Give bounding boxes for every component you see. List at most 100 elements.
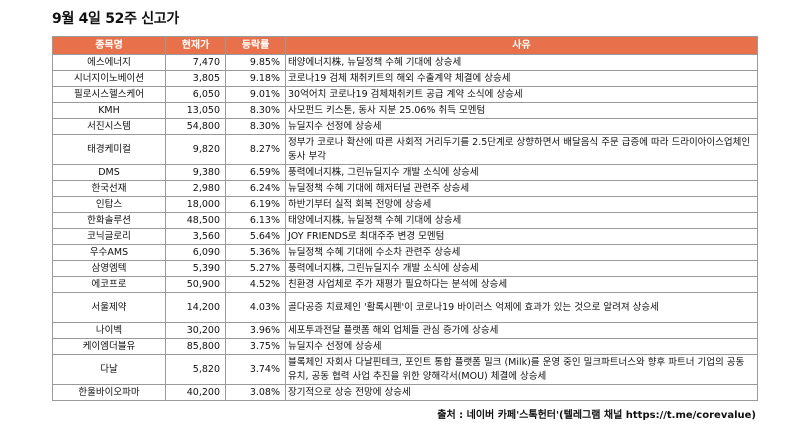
change-rate-cell: 4.52% (225, 276, 286, 293)
price-cell: 7,470 (165, 54, 226, 71)
price-cell: 2,980 (165, 180, 226, 197)
reason-cell: 친환경 사업체로 주가 재평가 필요하다는 분석에 상승세 (285, 276, 758, 293)
reason-cell: 뉴딜정책 수혜 기대에 수소차 관련주 상승세 (285, 244, 758, 261)
reason-cell: 뉴딜지수 선정에 상승세 (285, 118, 758, 135)
price-cell: 48,500 (165, 212, 226, 229)
reason-cell: 뉴딜정책 수혜 기대에 해저터널 관련주 상승세 (285, 180, 758, 197)
reason-cell: 세포투과전달 플랫폼 해외 업체들 관심 증가에 상승세 (285, 322, 758, 339)
reason-cell: 코로나19 검체 채취키트의 해외 수출계약 체결에 상승세 (285, 70, 758, 87)
change-rate-cell: 6.13% (225, 212, 286, 229)
change-rate-cell: 5.27% (225, 260, 286, 277)
stock-name-cell: 우수AMS (52, 244, 166, 261)
stock-name-cell: 필로시스헬스케어 (52, 86, 166, 103)
stock-name-cell: 한울바이오파마 (52, 384, 166, 401)
table-row: 인탑스 18,000 6.19% 하반기부터 실적 회복 전망에 상승세 (52, 196, 758, 213)
page-title: 9월 4일 52주 신고가 (52, 11, 179, 27)
table-row: 삼영엠텍 5,390 5.27% 풍력에너지株, 그린뉴딜지수 개발 소식에 상승세 (52, 260, 758, 277)
reason-cell: 하반기부터 실적 회복 전망에 상승세 (285, 196, 758, 213)
price-cell: 54,800 (165, 118, 226, 135)
price-cell: 3,560 (165, 228, 226, 245)
reason-cell: 장기적으로 상승 전망에 상승세 (285, 384, 758, 401)
change-rate-cell: 6.24% (225, 180, 286, 197)
price-cell: 5,820 (165, 354, 226, 385)
change-rate-cell: 9.01% (225, 86, 286, 103)
change-rate-cell: 3.74% (225, 354, 286, 385)
price-cell: 30,200 (165, 322, 226, 339)
table-row: KMH 13,050 8.30% 사모펀드 키스톤, 동사 지분 25.06% 취득 … (52, 102, 758, 119)
table-row: 서진시스템 54,800 8.30% 뉴딜지수 선정에 상승세 (52, 118, 758, 135)
reason-cell: 풍력에너지株, 그린뉴딜지수 개발 소식에 상승세 (285, 260, 758, 277)
column-header-reason: 사유 (285, 36, 758, 55)
stock-name-cell: 삼영엠텍 (52, 260, 166, 277)
change-rate-cell: 3.96% (225, 322, 286, 339)
stock-name-cell: 코닉글로리 (52, 228, 166, 245)
price-cell: 40,200 (165, 384, 226, 401)
price-cell: 13,050 (165, 102, 226, 119)
change-rate-cell: 6.59% (225, 164, 286, 181)
table-row: 다날 5,820 3.74% 블록체인 자회사 다날핀테크, 포인트 통합 플랫폼 밀… (52, 354, 758, 385)
price-cell: 6,090 (165, 244, 226, 261)
price-cell: 18,000 (165, 196, 226, 213)
stock-name-cell: 인탑스 (52, 196, 166, 213)
table-row: 태경케미컬 9,820 8.27% 정부가 코로나 확산에 따른 사회적 거리두기를 … (52, 134, 758, 165)
table-row: 한화솔루션 48,500 6.13% 태양에너지株, 뉴딜정책 수혜 기대에 상승세 (52, 212, 758, 229)
reason-cell: 정부가 코로나 확산에 따른 사회적 거리두기를 2.5단계로 상향하면서 배달… (285, 134, 758, 165)
reason-cell: 풍력에너지株, 그린뉴딜지수 개발 소식에 상승세 (285, 164, 758, 181)
table-header: 종목명 현재가 등락률 사유 (52, 36, 758, 55)
table-row: 코닉글로리 3,560 5.64% JOY FRIENDS로 최대주주 변경 모멘텀 (52, 228, 758, 245)
table-row: 케이엠더블유 85,800 3.75% 뉴딜지수 선정에 상승세 (52, 338, 758, 355)
table-row: 시너지이노베이션 3,805 9.18% 코로나19 검체 채취키트의 해외 수출계약… (52, 70, 758, 87)
table-row: 서울제약 14,200 4.03% 골다공증 치료제인 '활록시펜'이 코로나19 바… (52, 292, 758, 323)
stock-table: 종목명 현재가 등락률 사유 에스에너지 7,470 9.85% 태양에너지株, 뉴딜… (52, 36, 758, 401)
column-header-change: 등락률 (225, 36, 286, 55)
stock-name-cell: DMS (52, 164, 166, 181)
source-note: 출처 : 네이버 카페'스톡헌터'(텔레그램 채널 https://t.me/c… (437, 410, 756, 421)
table-row: 필로시스헬스케어 6,050 9.01% 30억어치 코로나19 검체채취키트 공급 … (52, 86, 758, 103)
stock-name-cell: 다날 (52, 354, 166, 385)
column-header-name: 종목명 (52, 36, 166, 55)
reason-cell: 뉴딜지수 선정에 상승세 (285, 338, 758, 355)
table-row: DMS 9,380 6.59% 풍력에너지株, 그린뉴딜지수 개발 소식에 상승세 (52, 164, 758, 181)
table-row: 에코프로 50,900 4.52% 친환경 사업체로 주가 재평가 필요하다는 분석에… (52, 276, 758, 293)
stock-name-cell: 한화솔루션 (52, 212, 166, 229)
price-cell: 3,805 (165, 70, 226, 87)
price-cell: 50,900 (165, 276, 226, 293)
reason-cell: 태양에너지株, 뉴딜정책 수혜 기대에 상승세 (285, 212, 758, 229)
reason-cell: 30억어치 코로나19 검체채취키트 공급 계약 소식에 상승세 (285, 86, 758, 103)
reason-cell: 블록체인 자회사 다날핀테크, 포인트 통합 플랫폼 밀크 (Milk)를 운영… (285, 354, 758, 385)
stock-name-cell: KMH (52, 102, 166, 119)
change-rate-cell: 3.75% (225, 338, 286, 355)
change-rate-cell: 4.03% (225, 292, 286, 323)
price-cell: 14,200 (165, 292, 226, 323)
stock-name-cell: 에코프로 (52, 276, 166, 293)
change-rate-cell: 8.27% (225, 134, 286, 165)
stock-name-cell: 에스에너지 (52, 54, 166, 71)
table-row: 한국선재 2,980 6.24% 뉴딜정책 수혜 기대에 해저터널 관련주 상승세 (52, 180, 758, 197)
stock-name-cell: 한국선재 (52, 180, 166, 197)
reason-cell: 태양에너지株, 뉴딜정책 수혜 기대에 상승세 (285, 54, 758, 71)
table-row: 우수AMS 6,090 5.36% 뉴딜정책 수혜 기대에 수소차 관련주 상승세 (52, 244, 758, 261)
change-rate-cell: 9.85% (225, 54, 286, 71)
header-row: 종목명 현재가 등락률 사유 (52, 36, 758, 55)
stock-name-cell: 나이벡 (52, 322, 166, 339)
stock-name-cell: 시너지이노베이션 (52, 70, 166, 87)
change-rate-cell: 6.19% (225, 196, 286, 213)
table-row: 에스에너지 7,470 9.85% 태양에너지株, 뉴딜정책 수혜 기대에 상승세 (52, 54, 758, 71)
price-cell: 9,820 (165, 134, 226, 165)
table-row: 한울바이오파마 40,200 3.08% 장기적으로 상승 전망에 상승세 (52, 384, 758, 401)
reason-cell: 사모펀드 키스톤, 동사 지분 25.06% 취득 모멘텀 (285, 102, 758, 119)
reason-cell: JOY FRIENDS로 최대주주 변경 모멘텀 (285, 228, 758, 245)
change-rate-cell: 8.30% (225, 118, 286, 135)
change-rate-cell: 5.36% (225, 244, 286, 261)
stock-name-cell: 서진시스템 (52, 118, 166, 135)
stock-name-cell: 케이엠더블유 (52, 338, 166, 355)
stock-name-cell: 서울제약 (52, 292, 166, 323)
change-rate-cell: 5.64% (225, 228, 286, 245)
price-cell: 85,800 (165, 338, 226, 355)
stock-name-cell: 태경케미컬 (52, 134, 166, 165)
change-rate-cell: 3.08% (225, 384, 286, 401)
change-rate-cell: 9.18% (225, 70, 286, 87)
table-row: 나이벡 30,200 3.96% 세포투과전달 플랫폼 해외 업체들 관심 증가에 상… (52, 322, 758, 339)
table-body: 에스에너지 7,470 9.85% 태양에너지株, 뉴딜정책 수혜 기대에 상승세 시너… (52, 54, 758, 401)
